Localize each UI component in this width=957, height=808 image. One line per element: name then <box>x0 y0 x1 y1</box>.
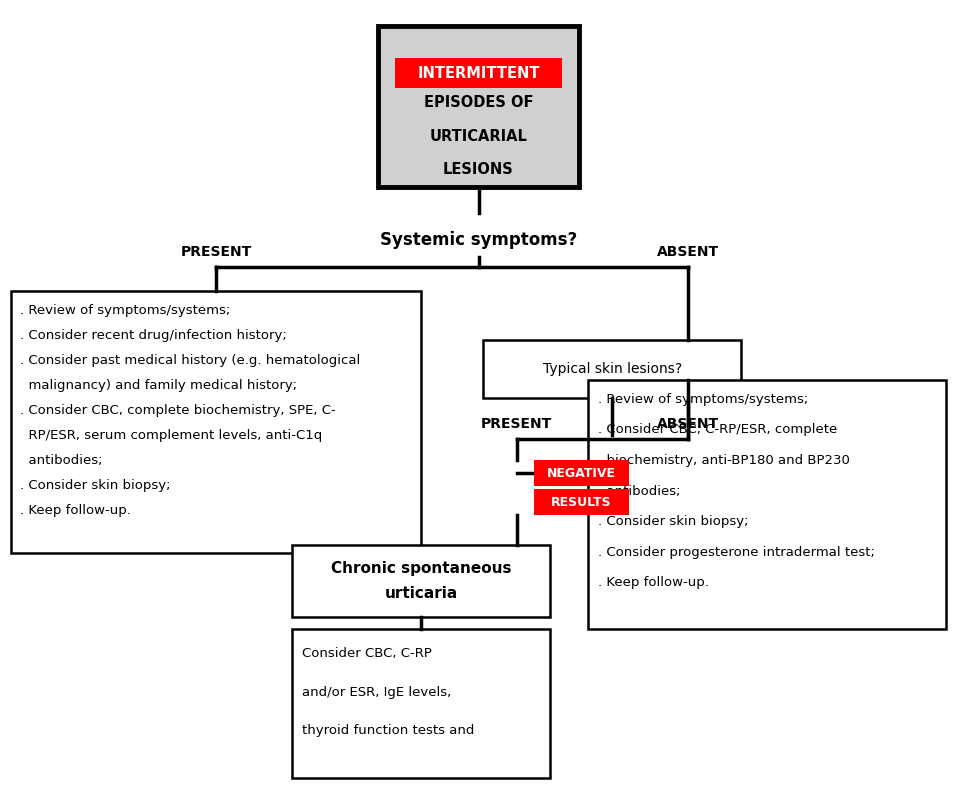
Text: INTERMITTENT: INTERMITTENT <box>417 65 540 81</box>
Text: antibodies;: antibodies; <box>20 454 103 467</box>
FancyBboxPatch shape <box>395 57 562 88</box>
Text: . Review of symptoms/systems;: . Review of symptoms/systems; <box>20 304 231 318</box>
Text: antibodies;: antibodies; <box>598 485 680 498</box>
Text: RESULTS: RESULTS <box>551 496 612 509</box>
Text: malignancy) and family medical history;: malignancy) and family medical history; <box>20 379 298 392</box>
Text: EPISODES OF: EPISODES OF <box>424 95 533 110</box>
FancyBboxPatch shape <box>589 380 946 629</box>
Text: thyroid function tests and: thyroid function tests and <box>302 725 475 738</box>
Text: Typical skin lesions?: Typical skin lesions? <box>543 361 681 376</box>
Text: RP/ESR, serum complement levels, anti-C1q: RP/ESR, serum complement levels, anti-C1… <box>20 429 323 442</box>
Text: . Consider CBC, C-RP/ESR, complete: . Consider CBC, C-RP/ESR, complete <box>598 423 837 436</box>
Text: . Consider recent drug/infection history;: . Consider recent drug/infection history… <box>20 329 287 342</box>
FancyBboxPatch shape <box>293 629 550 778</box>
Text: . Keep follow-up.: . Keep follow-up. <box>20 504 131 517</box>
Text: NEGATIVE: NEGATIVE <box>547 467 616 480</box>
Text: . Review of symptoms/systems;: . Review of symptoms/systems; <box>598 393 808 406</box>
Text: . Consider skin biopsy;: . Consider skin biopsy; <box>598 516 748 528</box>
Text: LESIONS: LESIONS <box>443 162 514 178</box>
Text: biochemistry, anti-BP180 and BP230: biochemistry, anti-BP180 and BP230 <box>598 454 850 467</box>
Text: . Consider progesterone intradermal test;: . Consider progesterone intradermal test… <box>598 545 875 558</box>
Text: and/or ESR, IgE levels,: and/or ESR, IgE levels, <box>302 686 451 699</box>
FancyBboxPatch shape <box>378 26 579 187</box>
Text: ABSENT: ABSENT <box>657 245 720 259</box>
Text: PRESENT: PRESENT <box>181 245 252 259</box>
Text: URTICARIAL: URTICARIAL <box>430 128 527 144</box>
Text: Consider CBC, C-RP: Consider CBC, C-RP <box>302 647 432 660</box>
Text: Systemic symptoms?: Systemic symptoms? <box>380 231 577 249</box>
FancyBboxPatch shape <box>11 291 421 553</box>
Text: PRESENT: PRESENT <box>481 418 552 431</box>
FancyBboxPatch shape <box>293 545 550 617</box>
Text: ABSENT: ABSENT <box>657 418 720 431</box>
Text: Chronic spontaneous
urticaria: Chronic spontaneous urticaria <box>331 562 511 601</box>
Text: . Consider CBC, complete biochemistry, SPE, C-: . Consider CBC, complete biochemistry, S… <box>20 404 336 417</box>
FancyBboxPatch shape <box>534 461 630 486</box>
FancyBboxPatch shape <box>483 339 741 398</box>
Text: . Keep follow-up.: . Keep follow-up. <box>598 576 708 589</box>
Text: . Consider past medical history (e.g. hematological: . Consider past medical history (e.g. he… <box>20 354 361 367</box>
Text: . Consider skin biopsy;: . Consider skin biopsy; <box>20 479 171 492</box>
FancyBboxPatch shape <box>534 490 630 516</box>
